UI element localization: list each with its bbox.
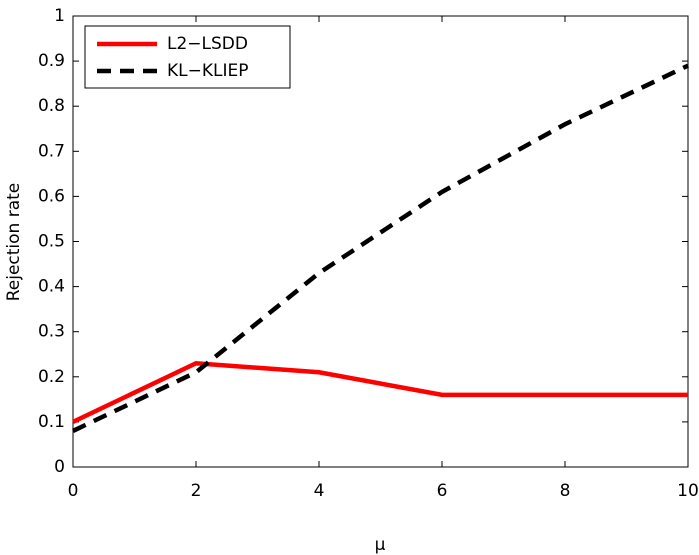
y-tick-label: 1: [54, 6, 65, 26]
x-axis-label: μ: [375, 535, 386, 555]
x-tick-label: 10: [677, 481, 699, 501]
y-tick-label: 0.1: [38, 412, 65, 432]
y-tick-label: 0.4: [38, 277, 65, 297]
y-tick-label: 0.7: [38, 141, 65, 161]
y-tick-label: 0.6: [38, 186, 65, 206]
x-tick-label: 4: [314, 481, 325, 501]
y-tick-label: 0: [54, 457, 65, 477]
series-line: [72, 360, 688, 424]
y-tick-label: 0.5: [38, 232, 65, 252]
y-axis-label: Rejection rate: [4, 183, 24, 302]
x-tick-label: 8: [560, 481, 571, 501]
x-tick-label: 6: [437, 481, 448, 501]
y-tick-label: 0.9: [38, 51, 65, 71]
x-tick-label: 0: [68, 481, 79, 501]
legend-label: L2−LSDD: [167, 34, 248, 54]
x-tick-label: 2: [191, 481, 202, 501]
legend-label: KL−KLIEP: [167, 61, 249, 81]
legend-box: [84, 25, 291, 89]
y-tick-label: 0.3: [38, 322, 65, 342]
series-line: [72, 63, 689, 433]
y-tick-label: 0.2: [38, 367, 65, 387]
y-tick-label: 0.8: [38, 96, 65, 116]
